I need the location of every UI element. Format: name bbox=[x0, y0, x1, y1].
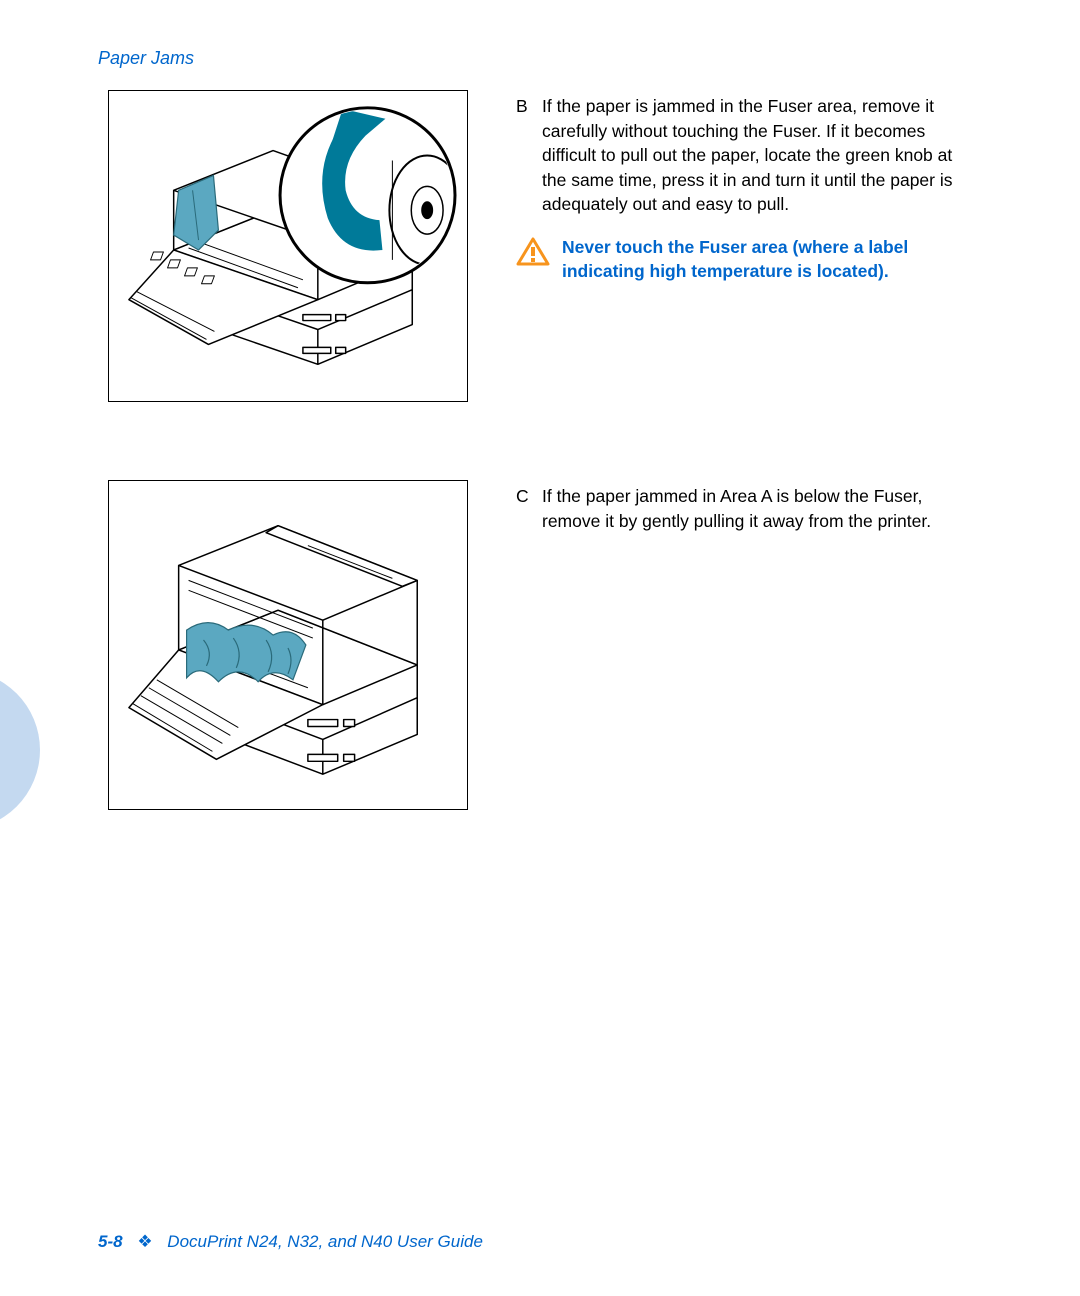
footer-title: DocuPrint N24, N32, and N40 User Guide bbox=[167, 1232, 483, 1251]
side-tab-circle bbox=[0, 670, 40, 830]
warning-row: Never touch the Fuser area (where a labe… bbox=[516, 235, 976, 284]
printer-illustration-b bbox=[119, 100, 457, 392]
step-b: B If the paper is jammed in the Fuser ar… bbox=[516, 94, 976, 217]
step-b-letter: B bbox=[516, 94, 532, 217]
step-b-section: B If the paper is jammed in the Fuser ar… bbox=[108, 90, 976, 402]
page-number: 5-8 bbox=[98, 1232, 123, 1251]
warning-icon bbox=[516, 237, 550, 267]
step-c-text-column: C If the paper jammed in Area A is below… bbox=[516, 480, 976, 810]
step-b-text: If the paper is jammed in the Fuser area… bbox=[542, 94, 976, 217]
page-footer: 5-8 ❖ DocuPrint N24, N32, and N40 User G… bbox=[98, 1232, 483, 1252]
step-c-section: C If the paper jammed in Area A is below… bbox=[108, 480, 976, 810]
step-b-text-column: B If the paper is jammed in the Fuser ar… bbox=[516, 90, 976, 402]
footer-bullet: ❖ bbox=[137, 1232, 152, 1252]
step-c: C If the paper jammed in Area A is below… bbox=[516, 484, 976, 533]
figure-b bbox=[108, 90, 468, 402]
warning-text: Never touch the Fuser area (where a labe… bbox=[562, 235, 976, 284]
step-c-text: If the paper jammed in Area A is below t… bbox=[542, 484, 976, 533]
figure-c bbox=[108, 480, 468, 810]
printer-illustration-c bbox=[119, 490, 457, 800]
header-title: Paper Jams bbox=[98, 48, 194, 68]
step-c-letter: C bbox=[516, 484, 532, 533]
section-header: Paper Jams bbox=[98, 48, 194, 69]
